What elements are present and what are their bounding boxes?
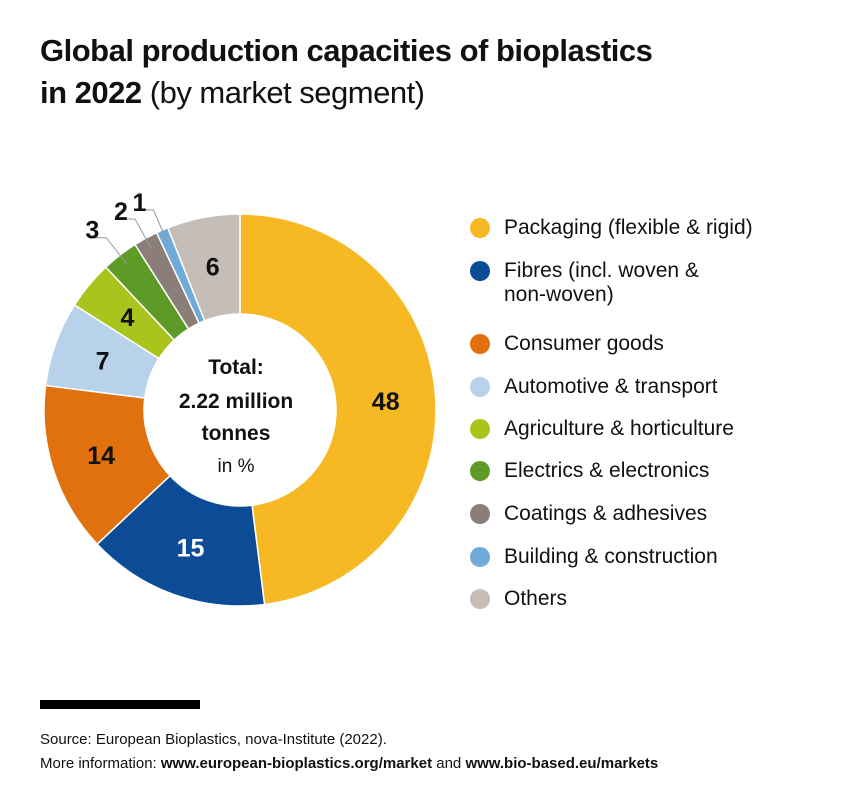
slice-0 <box>239 213 437 606</box>
title-year: in 2022 <box>40 75 142 110</box>
legend-item: Consumer goods <box>470 332 664 356</box>
data-label-6: 2 <box>114 198 128 226</box>
legend-item: Building & construction <box>470 545 718 569</box>
and-text: and <box>432 755 466 772</box>
legend-label: Agriculture & horticulture <box>504 417 734 440</box>
link-bio-based[interactable]: www.bio-based.eu/markets <box>465 755 659 772</box>
data-label-0: 48 <box>372 388 400 416</box>
chart-title: Global production capacities of bioplast… <box>40 30 653 114</box>
legend-label: Fibres (incl. woven & non-woven) <box>504 259 699 306</box>
legend-dot-icon <box>470 419 490 439</box>
legend-item: Others <box>470 587 567 611</box>
center-text-4: in % <box>218 456 255 477</box>
legend-dot-icon <box>470 261 490 281</box>
divider <box>40 700 200 709</box>
legend-item: Electrics & electronics <box>470 459 709 483</box>
title-subtitle: (by market segment) <box>149 75 425 110</box>
more-info: More information: www.european-bioplasti… <box>40 752 658 776</box>
leader-line-7 <box>141 209 168 242</box>
legend-item: Automotive & transport <box>470 375 718 399</box>
legend-label: Automotive & transport <box>504 375 718 398</box>
data-label-4: 4 <box>121 304 135 332</box>
title-line1: Global production capacities of bioplast… <box>40 33 653 68</box>
data-label-1: 15 <box>177 534 205 562</box>
legend-dot-icon <box>470 547 490 567</box>
center-text-2: 2.22 million <box>179 390 293 413</box>
legend-label: Consumer goods <box>504 332 664 355</box>
legend-dot-icon <box>470 334 490 354</box>
data-label-7: 1 <box>132 189 146 217</box>
center-text-1: Total: <box>208 356 264 379</box>
legend-dot-icon <box>470 218 490 238</box>
legend-item: Coatings & adhesives <box>470 502 707 526</box>
data-label-2: 14 <box>87 442 115 470</box>
data-label-3: 7 <box>96 348 110 376</box>
legend-dot-icon <box>470 377 490 397</box>
leader-line-6 <box>122 218 152 250</box>
legend-label: Building & construction <box>504 545 718 568</box>
data-label-5: 3 <box>85 217 99 245</box>
legend-item: Fibres (incl. woven & non-woven) <box>470 259 699 307</box>
legend-label: Packaging (flexible & rigid) <box>504 216 753 239</box>
data-label-8: 6 <box>206 254 220 282</box>
legend-dot-icon <box>470 461 490 481</box>
legend-item: Packaging (flexible & rigid) <box>470 216 753 240</box>
more-info-label: More information: <box>40 755 161 772</box>
legend-item: Agriculture & horticulture <box>470 417 734 441</box>
footer: Source: European Bioplastics, nova-Insti… <box>40 728 658 776</box>
leader-line-5 <box>94 237 128 265</box>
legend-dot-icon <box>470 589 490 609</box>
slice-8 <box>166 213 241 322</box>
legend-label: Electrics & electronics <box>504 459 710 482</box>
source-text: Source: European Bioplastics, nova-Insti… <box>40 731 387 748</box>
center-text-3: tonnes <box>202 422 271 445</box>
legend-dot-icon <box>470 504 490 524</box>
legend-label: Others <box>504 587 568 610</box>
link-european-bioplastics[interactable]: www.european-bioplastics.org/market <box>160 755 433 772</box>
legend-label: Coatings & adhesives <box>504 502 708 525</box>
